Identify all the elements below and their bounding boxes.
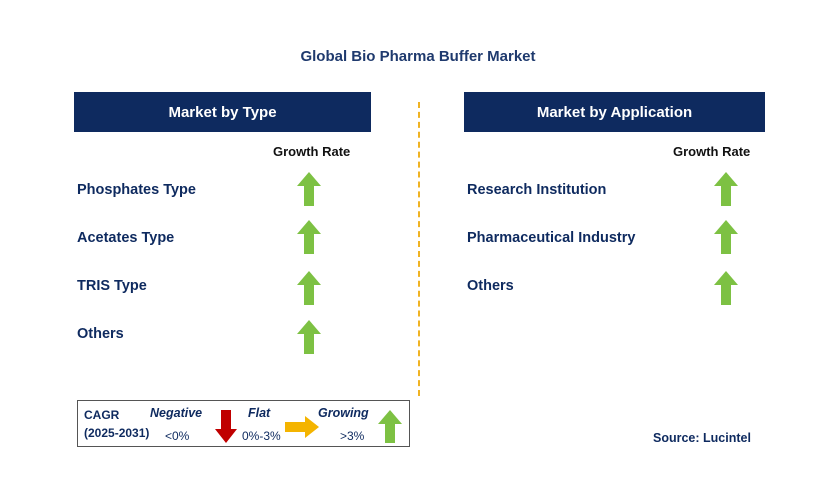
application-item-pharmaceutical: Pharmaceutical Industry — [467, 230, 636, 246]
up-arrow-icon — [297, 172, 321, 206]
page-title: Global Bio Pharma Buffer Market — [300, 48, 536, 65]
cagr-label: CAGR — [84, 408, 120, 422]
type-item-phosphates: Phosphates Type — [77, 182, 196, 198]
type-item-acetates: Acetates Type — [77, 230, 175, 246]
up-arrow-icon — [378, 410, 402, 443]
legend-growing-range: >3% — [340, 429, 365, 443]
legend-negative-label: Negative — [150, 406, 203, 420]
market-by-application-header: Market by Application — [464, 92, 765, 132]
source-note: Source: Lucintel — [653, 431, 751, 445]
type-item-tris: TRIS Type — [77, 278, 147, 294]
down-arrow-icon — [215, 410, 237, 443]
panel-divider — [418, 102, 420, 396]
legend-flat-range: 0%-3% — [242, 429, 281, 443]
up-arrow-icon — [714, 220, 738, 254]
up-arrow-icon — [297, 271, 321, 305]
application-growth-rate-label: Growth Rate — [673, 144, 751, 159]
legend-negative-range: <0% — [165, 429, 190, 443]
type-growth-rate-label: Growth Rate — [273, 144, 351, 159]
up-arrow-icon — [714, 271, 738, 305]
cagr-period: (2025-2031) — [84, 426, 150, 440]
market-by-type-header: Market by Type — [74, 92, 371, 132]
up-arrow-icon — [714, 172, 738, 206]
right-arrow-icon — [285, 416, 319, 438]
up-arrow-icon — [297, 220, 321, 254]
cagr-legend — [77, 400, 410, 447]
application-item-others: Others — [467, 278, 514, 294]
legend-growing-label: Growing — [318, 406, 369, 420]
type-item-others: Others — [77, 326, 124, 342]
legend-flat-label: Flat — [248, 406, 271, 420]
up-arrow-icon — [297, 320, 321, 354]
application-item-research: Research Institution — [467, 182, 607, 198]
